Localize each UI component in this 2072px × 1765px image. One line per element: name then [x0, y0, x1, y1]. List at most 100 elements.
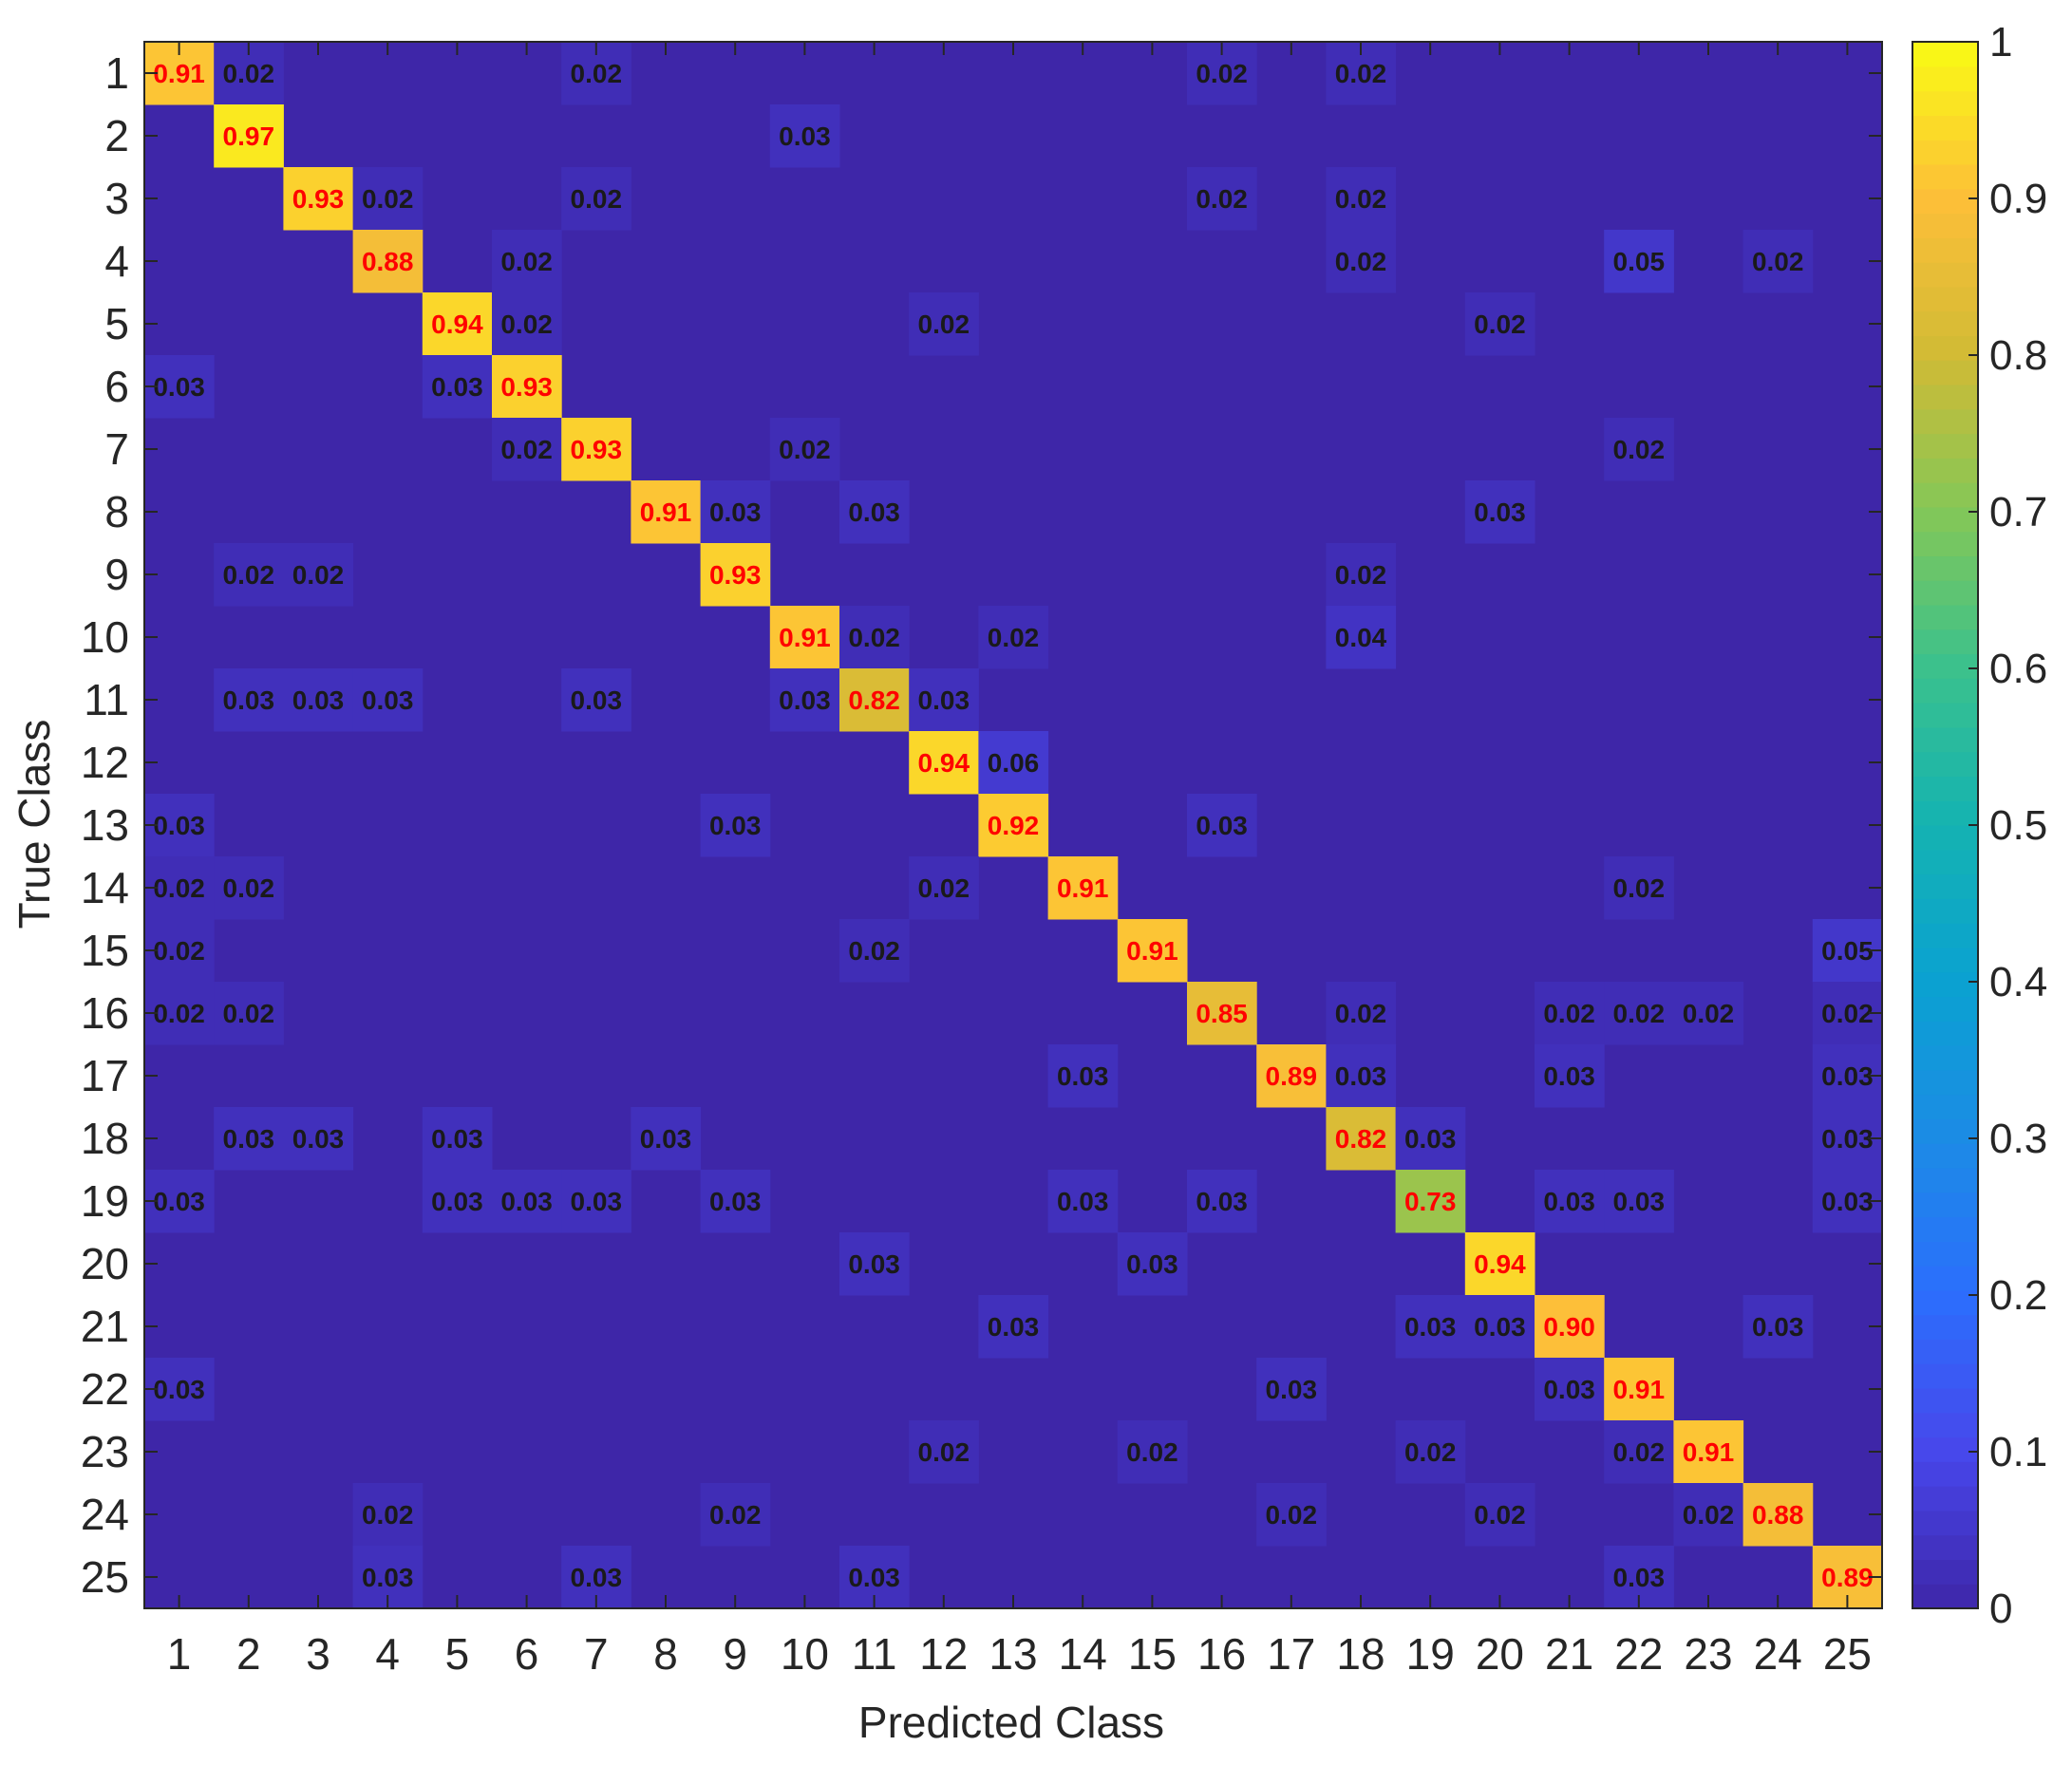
heatmap-cell — [422, 1107, 493, 1171]
colorbar-segment — [1912, 1167, 1978, 1193]
colorbar-segment — [1912, 751, 1978, 778]
cell-value-label: 0.97 — [223, 122, 275, 151]
colorbar-segment — [1912, 1143, 1978, 1169]
heatmap-cell — [769, 606, 840, 669]
y-tick-label: 17 — [81, 1051, 129, 1100]
cell-value-label: 0.91 — [779, 623, 831, 652]
x-tick-label: 7 — [584, 1629, 609, 1679]
colorbar-segment — [1912, 1094, 1978, 1119]
colorbar-segment — [1912, 703, 1978, 728]
heatmap-cell — [1742, 1483, 1814, 1547]
heatmap-cell — [909, 731, 979, 795]
heatmap-cell — [1395, 1107, 1466, 1171]
heatmap-cell — [283, 167, 354, 231]
cell-value-label: 0.88 — [362, 247, 414, 276]
heatmap-cell — [561, 418, 631, 481]
heatmap-cell — [1535, 982, 1605, 1045]
colorbar-segment — [1912, 213, 1978, 238]
heatmap-cell — [1117, 1420, 1188, 1484]
cell-value-label: 0.94 — [431, 310, 483, 339]
colorbar-segment — [1912, 898, 1978, 924]
cell-value-label: 0.03 — [848, 1249, 900, 1279]
cell-value-label: 0.03 — [223, 1124, 275, 1154]
colorbar-segment — [1912, 996, 1978, 1022]
heatmap-cell — [1326, 606, 1397, 669]
heatmap-cell — [839, 1232, 910, 1296]
heatmap-cell — [1326, 1107, 1397, 1171]
cell-value-label: 0.03 — [918, 685, 970, 715]
x-tick-label: 10 — [781, 1629, 829, 1679]
colorbar-segment — [1912, 1486, 1978, 1512]
cell-value-label: 0.02 — [292, 560, 345, 590]
cell-value-label: 0.88 — [1752, 1500, 1804, 1530]
heatmap-cell — [214, 1107, 284, 1171]
heatmap-cell — [700, 794, 771, 857]
heatmap-cell — [214, 856, 284, 920]
heatmap-cell — [492, 355, 562, 419]
heatmap-cell — [561, 167, 631, 231]
cell-value-label: 0.02 — [1613, 873, 1666, 903]
cell-value-label: 0.03 — [500, 1187, 553, 1216]
heatmap-cell — [1187, 982, 1257, 1045]
x-tick-label: 23 — [1684, 1629, 1732, 1679]
y-tick-label: 14 — [81, 863, 129, 912]
cell-value-label: 0.03 — [571, 1563, 623, 1592]
y-tick-label: 15 — [81, 926, 129, 975]
heatmap-cell — [1326, 230, 1397, 293]
cell-value-label: 0.03 — [709, 498, 762, 527]
y-tick-label: 24 — [81, 1490, 129, 1539]
colorbar-segment — [1912, 408, 1978, 435]
heatmap-cell — [422, 355, 493, 419]
x-tick-label: 9 — [723, 1629, 747, 1679]
x-tick-label: 11 — [852, 1629, 897, 1679]
colorbar-tick-label: 0.9 — [1989, 176, 2047, 222]
x-tick-label: 17 — [1267, 1629, 1315, 1679]
colorbar-segment — [1912, 140, 1978, 165]
heatmap-cell — [978, 1295, 1049, 1359]
colorbar-tick-label: 0.3 — [1989, 1116, 2047, 1162]
cell-value-label: 0.91 — [640, 498, 692, 527]
colorbar-segment — [1912, 90, 1978, 116]
cell-value-label: 0.03 — [1752, 1312, 1804, 1342]
colorbar-tick-label: 1 — [1989, 19, 2012, 66]
cell-value-label: 0.03 — [362, 685, 414, 715]
heatmap-cell — [1535, 1295, 1605, 1359]
colorbar: 0 0.1 0.2 0.3 0.4 0.5 0.6 0.7 0.8 0.9 1 — [1912, 19, 2047, 1632]
cell-value-label: 0.03 — [431, 1124, 483, 1154]
y-tick-label: 5 — [104, 299, 129, 348]
heatmap-cell — [492, 418, 562, 481]
cell-value-label: 0.02 — [223, 873, 275, 903]
heatmap-cell — [1047, 1170, 1119, 1233]
y-tick-label: 12 — [81, 738, 129, 787]
cell-value-label: 0.02 — [1752, 247, 1804, 276]
cell-value-label: 0.93 — [709, 560, 762, 590]
heatmap-cell — [214, 543, 284, 607]
cell-value-label: 0.03 — [988, 1312, 1040, 1342]
cell-value-label: 0.03 — [640, 1124, 692, 1154]
cell-value-label: 0.02 — [1613, 1437, 1666, 1467]
heatmap-cell — [1535, 1044, 1605, 1108]
cell-value-label: 0.03 — [1543, 1187, 1595, 1216]
x-tick-label: 12 — [919, 1629, 968, 1679]
cell-value-label: 0.03 — [153, 372, 205, 402]
cell-value-label: 0.03 — [1335, 1061, 1387, 1091]
y-tick-label: 10 — [81, 612, 129, 662]
cell-value-label: 0.93 — [292, 184, 345, 214]
colorbar-segment — [1912, 531, 1978, 557]
heatmap-cell — [1256, 1044, 1327, 1108]
cell-value-label: 0.02 — [223, 59, 275, 88]
cell-value-label: 0.03 — [1266, 1375, 1318, 1404]
y-tick-label: 13 — [81, 800, 129, 850]
colorbar-tick-label: 0.1 — [1989, 1429, 2047, 1475]
cell-value-label: 0.03 — [1196, 1187, 1248, 1216]
colorbar-segment — [1912, 66, 1978, 92]
cell-value-label: 0.03 — [292, 685, 345, 715]
cell-value-label: 0.02 — [918, 310, 970, 339]
cell-value-label: 0.03 — [1613, 1187, 1666, 1216]
colorbar-segment — [1912, 286, 1978, 312]
heatmap-cell — [283, 668, 354, 732]
cell-value-label: 0.03 — [431, 372, 483, 402]
heatmap-cell — [1187, 1170, 1257, 1233]
heatmap-cell — [1742, 1295, 1814, 1359]
